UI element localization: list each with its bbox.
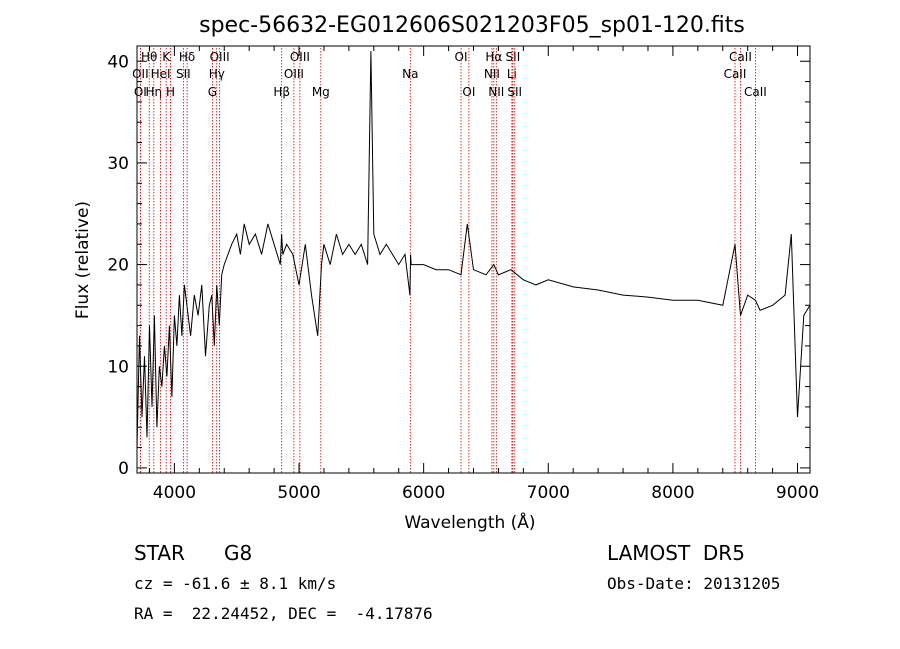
spectral-line-label: OI <box>134 85 147 99</box>
y-axis-label: Flux (relative) <box>73 201 93 319</box>
spectral-line-label: OI <box>462 85 475 99</box>
y-tick-label: 30 <box>107 154 129 174</box>
x-tick-label: 4000 <box>153 483 196 503</box>
y-tick-label: 0 <box>118 459 129 479</box>
spectral-subclass: G8 <box>224 541 253 565</box>
object-class: STAR <box>134 541 185 565</box>
survey-name: LAMOST DR5 <box>607 541 745 565</box>
spectral-line-label: Hδ <box>179 50 195 64</box>
y-tick-label: 20 <box>107 256 129 276</box>
spectral-line-label: H <box>166 85 175 99</box>
spectral-line-label: Hγ <box>209 67 225 81</box>
spectral-line-label: OII <box>132 67 149 81</box>
plot-frame <box>136 45 811 474</box>
axis-ticks: 4000 5000 6000 7000 8000 9000 0 10 20 30 40 <box>107 46 819 503</box>
spectral-line-label: OIII <box>210 50 230 64</box>
spectral-line-label: OIII <box>284 67 304 81</box>
spectrum-line <box>136 51 811 448</box>
spectral-line-label: Li <box>507 67 517 81</box>
spectral-line-label: CaII <box>724 67 747 81</box>
spectral-line-label: Hθ <box>141 50 157 64</box>
spectral-line-label: SII <box>176 67 191 81</box>
spectral-line-label: CaII <box>744 85 767 99</box>
x-tick-label: 6000 <box>402 483 445 503</box>
chart-title: spec-56632-EG012606S021203F05_sp01-120.f… <box>199 13 745 38</box>
spectral-line-label: Na <box>402 67 418 81</box>
y-tick-label: 10 <box>107 357 129 377</box>
spectral-line-label: Hα <box>485 50 502 64</box>
x-tick-label: 9000 <box>776 483 819 503</box>
y-tick-label: 40 <box>107 52 129 72</box>
spectral-line-label: OI <box>455 50 468 64</box>
spectral-line-label: Hη <box>146 85 163 99</box>
x-tick-label: 5000 <box>277 483 320 503</box>
spectral-line-label: OIII <box>290 50 310 64</box>
spectral-line-label: G <box>208 85 217 99</box>
coordinates: RA = 22.24452, DEC = -4.17876 <box>134 604 433 623</box>
x-tick-label: 8000 <box>651 483 694 503</box>
x-tick-label: 7000 <box>527 483 570 503</box>
spectral-line-label: SII <box>507 85 522 99</box>
x-axis-label: Wavelength (Å) <box>404 511 535 533</box>
observation-date: Obs-Date: 20131205 <box>607 574 781 593</box>
spectral-line-label: NII <box>484 67 500 81</box>
spectral-line-label: CaII <box>729 50 752 64</box>
spectrum-series <box>136 51 811 448</box>
spectral-line-label: SII <box>506 50 521 64</box>
spectral-line-label: Hβ <box>273 85 290 99</box>
spectral-line-label: K <box>162 50 171 64</box>
spectral-line-label: HeI <box>151 67 171 81</box>
redshift-info: cz = -61.6 ± 8.1 km/s <box>134 574 337 593</box>
spectral-line-label: Mg <box>312 85 330 99</box>
spectral-line-label: NII <box>488 85 504 99</box>
